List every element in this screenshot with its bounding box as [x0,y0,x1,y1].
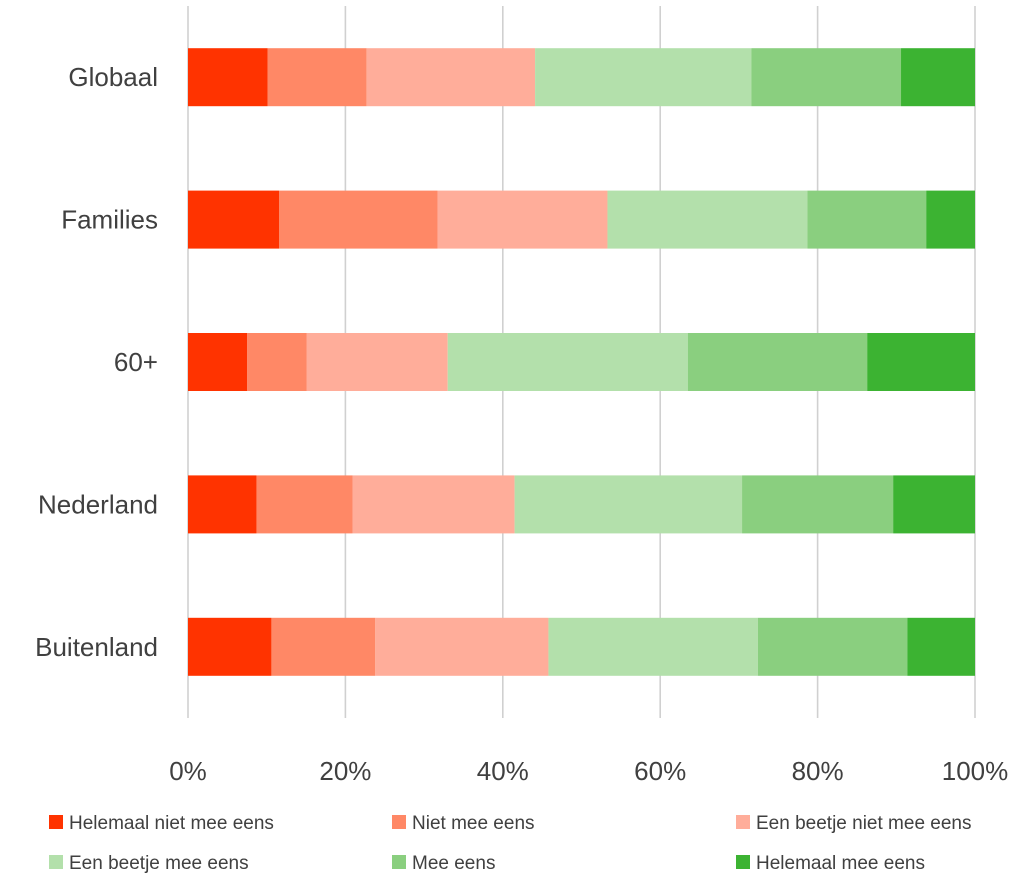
x-tick-label: 60% [634,756,686,786]
bar-segment [437,190,608,249]
legend-item: Helemaal niet mee eens [49,813,274,834]
category-label: 60+ [114,347,158,377]
bar-segment [907,617,975,676]
legend-label: Helemaal niet mee eens [69,813,274,834]
bars [188,48,975,676]
bar-segment [757,617,908,676]
bar-segment [366,48,536,107]
bar-segment [751,48,902,107]
legend-swatch [49,855,63,869]
x-tick-label: 100% [942,756,1009,786]
bar-segment [687,333,868,391]
category-label: Buitenland [35,632,158,662]
bar-segment [188,190,280,249]
legend-item: Een beetje niet mee eens [736,813,972,834]
bar-segment [188,48,268,107]
legend-swatch [392,855,406,869]
bar-segment [607,190,808,249]
bar-segment [742,475,894,534]
bar-segment [247,333,307,391]
legend-item: Helemaal mee eens [736,853,925,874]
category-label: Globaal [68,62,158,92]
bar-segment [926,190,975,249]
legend-swatch [736,815,750,829]
legend: Helemaal niet mee eens Niet mee eens Een b… [49,813,972,874]
legend-label: Niet mee eens [412,813,535,834]
x-axis-tick-labels: 0% 20% 40% 60% 80% 100% [169,756,1008,786]
legend-label: Een beetje niet mee eens [756,813,972,834]
legend-swatch [392,815,406,829]
bar-segment [867,333,975,391]
x-tick-label: 80% [792,756,844,786]
x-tick-label: 0% [169,756,207,786]
bar-segment [188,333,248,391]
bar-segment [352,475,515,534]
bar-segment [548,617,758,676]
legend-label: Mee eens [412,853,495,874]
bar-segment [267,48,367,107]
bar-segment [256,475,353,534]
bar-segment [535,48,752,107]
bar-segment [279,190,438,249]
bar-segment [188,475,257,534]
bar-segment [514,475,743,534]
legend-label: Helemaal mee eens [756,853,925,874]
bar-segment [271,617,376,676]
legend-swatch [736,855,750,869]
bar-segment [901,48,975,107]
legend-item: Mee eens [392,853,495,874]
legend-label: Een beetje mee eens [69,853,249,874]
legend-item: Niet mee eens [392,813,535,834]
bar-segment [375,617,549,676]
bar-segment [306,333,448,391]
legend-item: Een beetje mee eens [49,853,249,874]
bar-segment [188,617,272,676]
bar-segment [447,333,688,391]
category-labels: Globaal Families 60+ Nederland Buitenland [35,62,158,662]
bar-segment [893,475,975,534]
category-label: Families [61,205,158,235]
legend-swatch [49,815,63,829]
bar-segment [807,190,927,249]
x-tick-label: 20% [319,756,371,786]
x-tick-label: 40% [477,756,529,786]
category-label: Nederland [38,489,158,519]
